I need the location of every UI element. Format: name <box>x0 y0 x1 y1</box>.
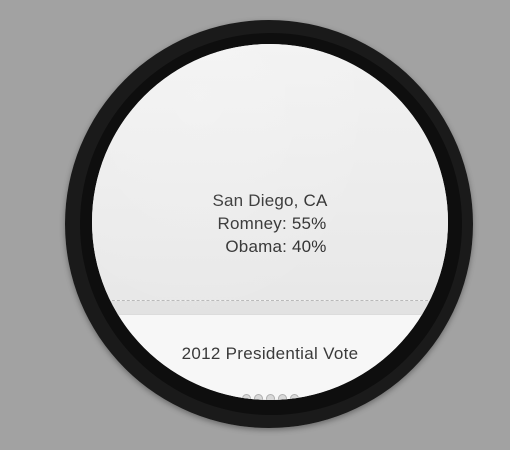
page-dot <box>278 394 287 400</box>
page-dot <box>290 394 299 400</box>
vote-results: San Diego, CA Romney: 55% Obama: 40% <box>92 189 448 258</box>
page-dot <box>266 394 275 400</box>
page-indicator <box>242 394 299 400</box>
vote-card-top[interactable] <box>92 44 448 301</box>
watch-screen[interactable]: San Diego, CA Romney: 55% Obama: 40% 201… <box>92 44 448 400</box>
card-divider-strip <box>92 301 448 314</box>
obama-result: Obama: 40% <box>225 237 327 256</box>
page-dot <box>254 394 263 400</box>
page-dot <box>242 394 251 400</box>
location-label: San Diego, CA <box>212 191 328 210</box>
romney-result: Romney: 55% <box>217 214 327 233</box>
card-title: 2012 Presidential Vote <box>181 344 359 363</box>
vote-card-bottom[interactable] <box>92 314 448 400</box>
